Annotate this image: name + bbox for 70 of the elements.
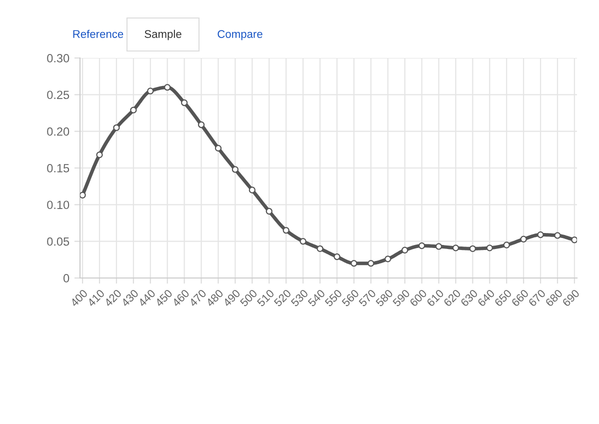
x-tick-label: 570	[358, 288, 376, 307]
point	[334, 253, 340, 260]
point	[282, 227, 290, 234]
point	[248, 186, 256, 194]
x-tick-label: 560	[341, 288, 360, 307]
x-tick-label: 510	[256, 288, 275, 307]
x-tick-label: 630	[460, 288, 478, 307]
x-tick-label: 410	[86, 288, 105, 308]
point	[503, 242, 510, 248]
x-tick-label: 420	[104, 288, 122, 308]
point	[130, 106, 137, 114]
point	[147, 88, 154, 94]
y-tick-label: 0.20	[47, 127, 70, 136]
x-tick-label: 680	[544, 288, 563, 307]
x-tick-label: 640	[477, 288, 496, 307]
point	[571, 236, 577, 244]
x-tick-label: 480	[206, 288, 224, 308]
point	[368, 260, 374, 267]
point	[452, 244, 460, 252]
x-tick-label: 490	[222, 288, 241, 308]
point	[113, 124, 120, 131]
y-tick-label: 0	[63, 274, 70, 282]
point	[384, 256, 392, 262]
x-tick-label: 530	[290, 288, 309, 307]
point	[486, 244, 493, 252]
x-tick-label: 430	[120, 288, 139, 308]
point	[554, 232, 561, 239]
point	[469, 245, 476, 252]
y-tick-label: 0.15	[47, 164, 70, 172]
point	[96, 151, 103, 158]
x-tick-label: 500	[240, 288, 258, 307]
x-tick-label: 610	[426, 288, 444, 307]
point	[232, 166, 239, 173]
x-tick-label: 590	[392, 288, 410, 307]
point	[214, 144, 222, 152]
x-tick-label: 650	[494, 288, 512, 307]
y-tick-label: 0.30	[47, 54, 70, 62]
point	[418, 242, 426, 250]
x-tick-label: 540	[307, 288, 326, 307]
point	[316, 245, 324, 252]
point	[198, 121, 205, 128]
text: Reference	[73, 30, 124, 38]
x-tick-label: 460	[172, 288, 190, 308]
x-tick-label: 660	[511, 288, 530, 307]
point	[266, 208, 272, 215]
x-tick-label: 600	[409, 288, 428, 307]
point	[164, 84, 171, 91]
y-tick-label: 0.25	[47, 90, 70, 100]
point	[435, 243, 442, 250]
x-tick-label: 670	[528, 288, 546, 307]
x-tick-label: 400	[70, 288, 88, 308]
point	[350, 260, 358, 267]
x-tick-label: 450	[154, 288, 173, 308]
x-tick-label: 620	[443, 288, 462, 307]
x-tick-label: 520	[274, 288, 292, 307]
x-tick-label: 440	[138, 288, 156, 308]
y-tick-label: 0.10	[47, 200, 70, 210]
point	[537, 231, 544, 238]
x-tick-label: 550	[324, 288, 342, 307]
point	[300, 238, 306, 245]
y-tick-label: 0.05	[47, 237, 70, 246]
x-tick-label: 470	[188, 288, 207, 308]
point	[520, 236, 527, 242]
text: Sample	[144, 30, 182, 40]
x-tick-label: 690	[562, 288, 580, 307]
x-tick-label: 580	[375, 288, 394, 307]
point	[402, 246, 408, 254]
point	[180, 99, 188, 106]
text: Compare	[218, 30, 262, 40]
point	[80, 192, 86, 198]
